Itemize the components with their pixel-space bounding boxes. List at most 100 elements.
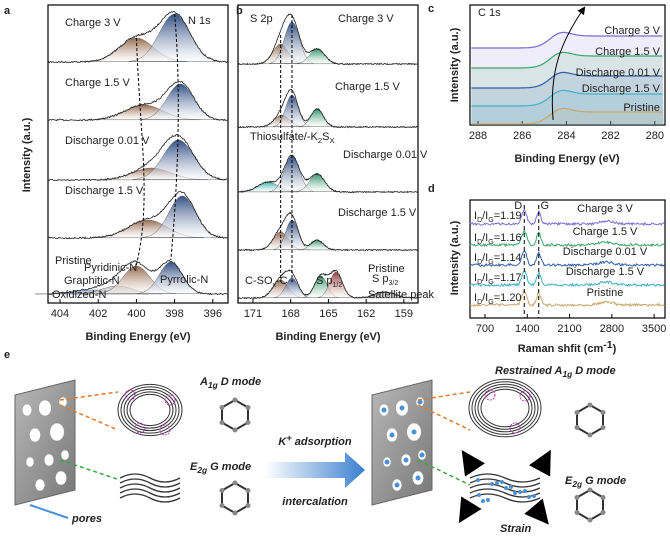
atom — [600, 425, 606, 430]
annotation-part: G mode — [207, 461, 251, 473]
atom — [245, 503, 251, 508]
strain-arrow — [461, 450, 485, 477]
k-ion — [527, 495, 531, 499]
y-axis-label: Intensity (a.u.) — [449, 27, 461, 102]
peak-label-part: 1/2 — [333, 282, 343, 289]
annotation-part: X — [330, 136, 335, 145]
atom — [574, 495, 580, 500]
graphitic-layer — [469, 473, 541, 483]
x-tick-label: 2100 — [557, 323, 581, 335]
graphitic-ring — [480, 388, 530, 428]
x-tick-label: 400 — [127, 308, 145, 320]
connector — [59, 404, 119, 431]
atom — [587, 432, 593, 438]
ratio-label: ID/IG=1.20 — [474, 292, 522, 306]
annotation: E2g G mode — [190, 461, 251, 475]
x-axis-label: Raman shfit (cm-1) — [518, 339, 617, 355]
pore — [38, 399, 52, 417]
panel-letter: c — [428, 3, 434, 15]
annotation-part: 1g — [562, 369, 572, 379]
x-tick-label: 3500 — [642, 323, 666, 335]
ratio-part: /I — [482, 232, 488, 244]
atom — [574, 425, 580, 430]
atom — [219, 420, 225, 425]
k-ion — [415, 475, 421, 481]
atom — [587, 402, 593, 408]
defect — [484, 389, 496, 401]
annotation-part: 2g — [571, 479, 582, 489]
k-ion — [523, 489, 527, 493]
annotation-part: A — [199, 376, 208, 388]
x-tick-label: 162 — [357, 308, 375, 320]
defect — [164, 394, 176, 406]
pore — [49, 422, 65, 442]
graphitic-layer — [119, 478, 181, 488]
peak-label: Pyridinic-N — [84, 262, 137, 274]
panel-letter: a — [4, 5, 11, 17]
ratio-value: 1.16 — [500, 232, 521, 244]
trace — [471, 31, 663, 49]
band-label: G — [540, 200, 549, 212]
atom — [245, 420, 251, 425]
ratio-part: D — [477, 239, 482, 246]
annotation-part: G mode — [582, 475, 626, 487]
peak-label-part: S p — [372, 273, 389, 285]
connector — [417, 391, 471, 401]
annotation-part: adsorption — [292, 436, 352, 448]
k-ion — [394, 482, 400, 488]
ratio-part: /I — [482, 292, 488, 304]
annotation: Strain — [500, 523, 531, 535]
panel-letter: e — [4, 349, 10, 361]
ratio-value: 1.19 — [500, 210, 521, 222]
defect — [124, 389, 136, 401]
y-axis-label: Intensity (a.u.) — [449, 220, 461, 295]
ratio-part: G — [488, 259, 493, 266]
peak-label-part: C-SO — [245, 275, 273, 287]
x-axis-label-part: ) — [613, 343, 617, 355]
ratio-part: G — [488, 217, 493, 224]
atom — [245, 488, 251, 493]
pore — [43, 453, 55, 467]
guide — [551, 6, 586, 121]
k-ion — [513, 491, 517, 495]
atom — [232, 427, 238, 433]
x-tick-label: 159 — [395, 308, 413, 320]
pore — [34, 478, 46, 492]
annotation-part: Restrained A — [495, 365, 563, 377]
peak-label: S p3/2 — [372, 273, 398, 287]
pointer — [29, 504, 69, 519]
panel-letter: d — [428, 183, 435, 195]
hexagon — [576, 488, 604, 522]
hexagon — [221, 398, 249, 432]
k-ion — [381, 407, 387, 413]
k-ion — [399, 405, 405, 411]
x-axis-label: Binding Energy (eV) — [275, 331, 380, 343]
annotation-part: E — [565, 475, 573, 487]
x-tick-label: 700 — [476, 323, 494, 335]
trace-label: Charge 1.5 V — [335, 81, 400, 93]
ratio-label: ID/IG=1.14 — [474, 252, 522, 266]
k-ion — [504, 486, 508, 490]
spectrum — [237, 154, 418, 194]
x-axis-label-part: -1 — [603, 339, 612, 351]
annotation-part: D mode — [218, 376, 261, 388]
spectrum — [48, 80, 228, 122]
atom — [574, 410, 580, 415]
annotation: Thiosulfate/-K2SX — [250, 131, 335, 145]
process-arrow — [265, 452, 365, 488]
atom — [232, 397, 238, 403]
annotation-part: 1g — [208, 380, 218, 390]
defect — [134, 422, 146, 434]
ratio-part: G — [488, 279, 493, 286]
atom — [232, 510, 238, 516]
x-tick-label: 286 — [513, 130, 531, 142]
x-axis-label: Binding Energy (eV) — [514, 153, 619, 165]
atom — [587, 517, 593, 523]
x-tick-label: 171 — [244, 308, 262, 320]
k-ion — [477, 493, 481, 497]
trace-label: Discharge 0.01 V — [343, 149, 428, 161]
ratio-part: D — [477, 279, 482, 286]
annotation-part: 2g — [196, 465, 207, 475]
trace-label: Charge 1.5 V — [573, 226, 638, 238]
ratio-part: = — [494, 210, 500, 222]
